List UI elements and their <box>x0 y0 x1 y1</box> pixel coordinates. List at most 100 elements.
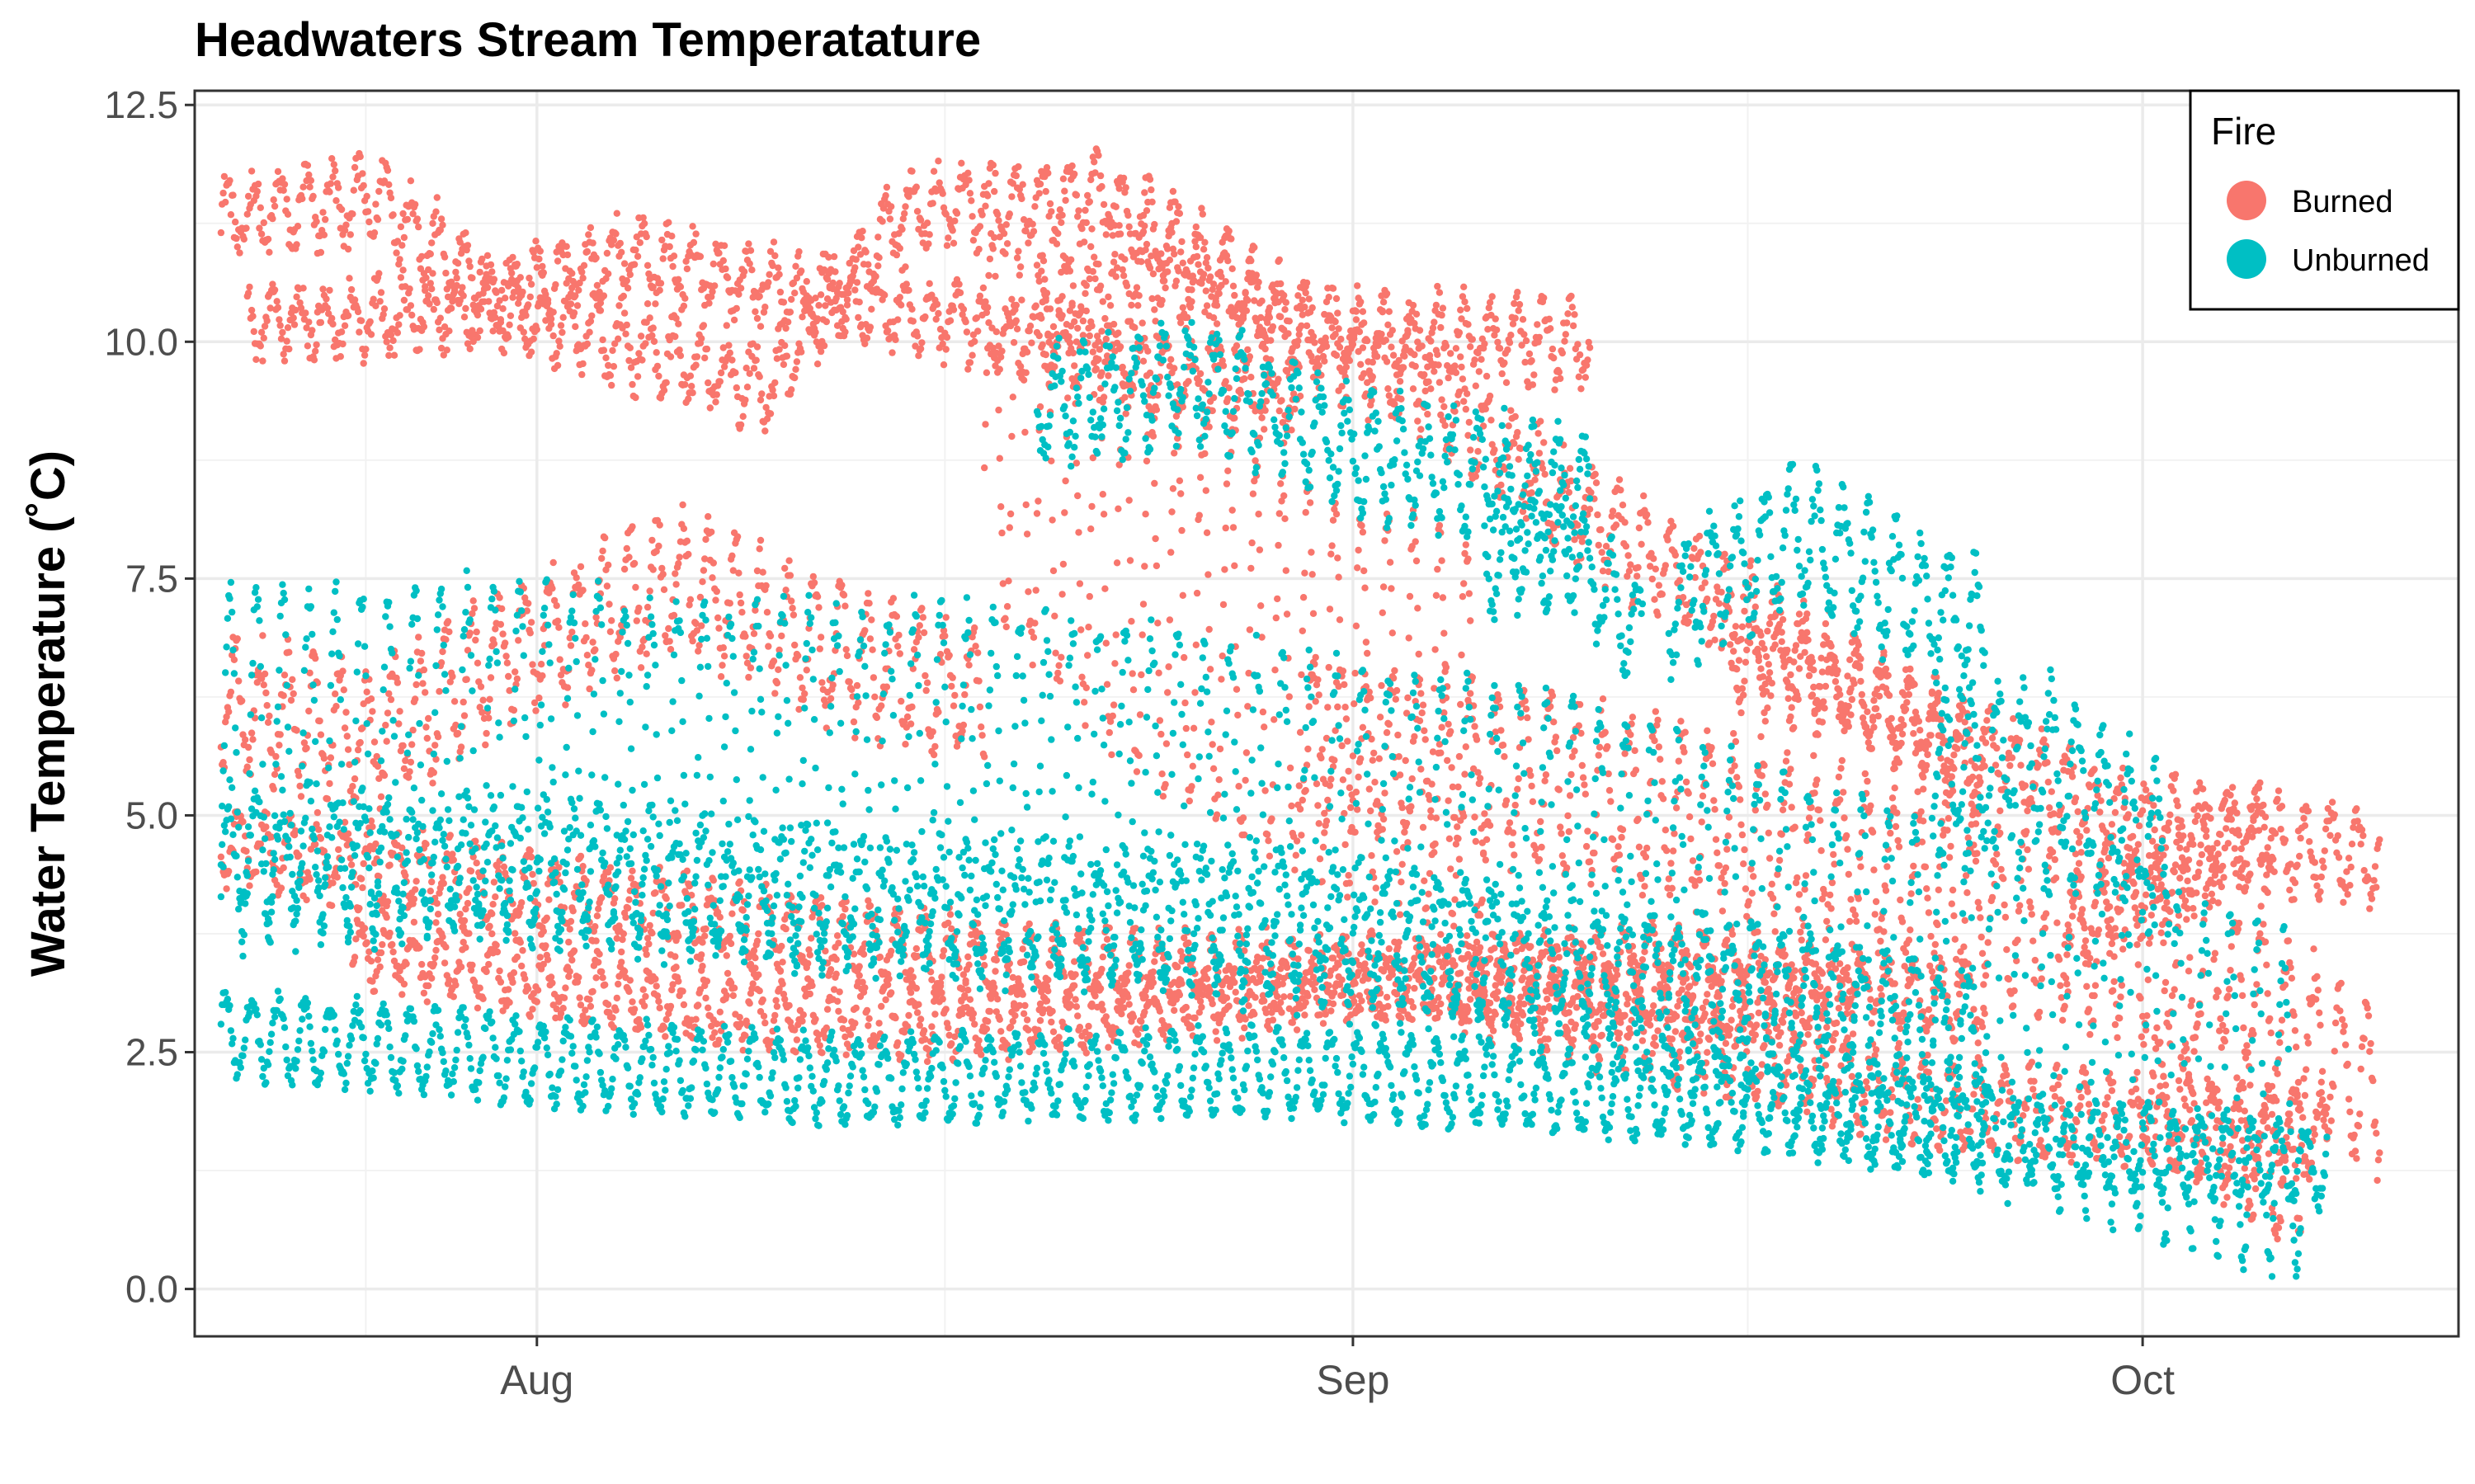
data-point <box>1652 565 1660 572</box>
data-point <box>639 356 646 364</box>
data-point <box>1292 851 1300 860</box>
data-point <box>1178 526 1186 535</box>
data-point <box>670 611 678 620</box>
data-point <box>2048 848 2057 856</box>
data-point <box>400 233 408 242</box>
data-point <box>1345 872 1352 879</box>
data-point <box>1172 218 1181 225</box>
data-point <box>222 198 229 206</box>
data-point <box>790 611 798 619</box>
data-point <box>351 775 359 783</box>
data-point <box>1507 332 1515 339</box>
data-point <box>1360 370 1368 378</box>
data-point <box>703 345 711 353</box>
data-point <box>246 283 253 291</box>
data-point <box>756 293 763 300</box>
data-point <box>1082 290 1089 297</box>
data-point <box>1522 705 1530 713</box>
data-point <box>1658 778 1666 785</box>
data-point <box>791 374 799 382</box>
data-point <box>1328 542 1336 549</box>
data-point <box>1765 661 1772 668</box>
data-point <box>280 181 289 188</box>
data-point <box>1538 843 1545 851</box>
data-point <box>1910 730 1917 737</box>
data-point <box>1662 827 1670 834</box>
data-point <box>1202 487 1210 494</box>
data-point <box>264 235 272 243</box>
data-point <box>1100 393 1108 401</box>
data-point <box>395 321 403 328</box>
data-point <box>422 689 429 696</box>
data-point <box>724 274 732 281</box>
data-point <box>1058 219 1065 226</box>
data-point <box>799 695 807 704</box>
data-point <box>1877 937 1884 945</box>
data-point <box>1184 751 1191 759</box>
data-point <box>889 595 898 602</box>
data-point <box>1609 507 1617 515</box>
data-point <box>313 218 320 225</box>
data-point <box>745 673 752 681</box>
data-point <box>1038 314 1045 322</box>
data-point <box>1030 634 1038 641</box>
data-point <box>264 718 272 726</box>
data-point <box>672 581 680 588</box>
data-point <box>946 317 955 324</box>
data-point <box>1566 792 1574 799</box>
data-point <box>1398 860 1406 869</box>
data-point <box>1291 405 1299 413</box>
data-point <box>680 525 688 532</box>
data-point <box>486 695 493 703</box>
data-point <box>908 305 916 313</box>
data-point <box>713 391 720 398</box>
data-point <box>905 286 912 294</box>
data-point <box>389 337 397 345</box>
data-point <box>1968 811 1977 819</box>
data-point <box>1682 778 1690 786</box>
data-point <box>280 186 287 194</box>
data-point <box>636 239 644 247</box>
data-point <box>1748 889 1756 897</box>
data-point <box>633 617 640 624</box>
data-point <box>1652 708 1660 715</box>
data-point <box>978 211 986 219</box>
data-point <box>1855 895 1862 902</box>
data-point <box>1582 374 1590 381</box>
data-point <box>1261 407 1269 414</box>
data-point <box>485 714 493 722</box>
data-point <box>1215 290 1223 298</box>
data-point <box>549 332 557 340</box>
data-point <box>536 247 544 255</box>
data-point <box>1135 751 1143 760</box>
data-point <box>1431 368 1438 375</box>
data-point <box>1162 780 1169 789</box>
data-point <box>737 599 745 607</box>
data-point <box>454 260 462 267</box>
data-point <box>1950 751 1958 759</box>
data-point <box>1458 363 1465 371</box>
data-point <box>1228 506 1236 514</box>
data-point <box>326 780 333 788</box>
data-point <box>1318 754 1325 762</box>
data-point <box>396 312 403 319</box>
data-point <box>941 632 949 640</box>
data-point <box>326 188 333 196</box>
data-point <box>982 421 989 428</box>
data-point <box>364 208 372 215</box>
data-point <box>837 332 845 340</box>
data-point <box>1206 666 1214 673</box>
data-point <box>423 734 431 742</box>
data-point <box>394 679 402 686</box>
data-point <box>757 396 765 404</box>
data-point <box>1352 308 1360 315</box>
data-point <box>611 667 619 675</box>
data-point <box>1299 594 1308 601</box>
data-point <box>257 204 264 211</box>
data-point <box>1412 362 1419 370</box>
data-point <box>842 646 850 653</box>
data-point <box>1522 337 1530 345</box>
data-point <box>1467 617 1474 624</box>
data-point <box>1817 847 1825 855</box>
data-point <box>665 624 672 633</box>
